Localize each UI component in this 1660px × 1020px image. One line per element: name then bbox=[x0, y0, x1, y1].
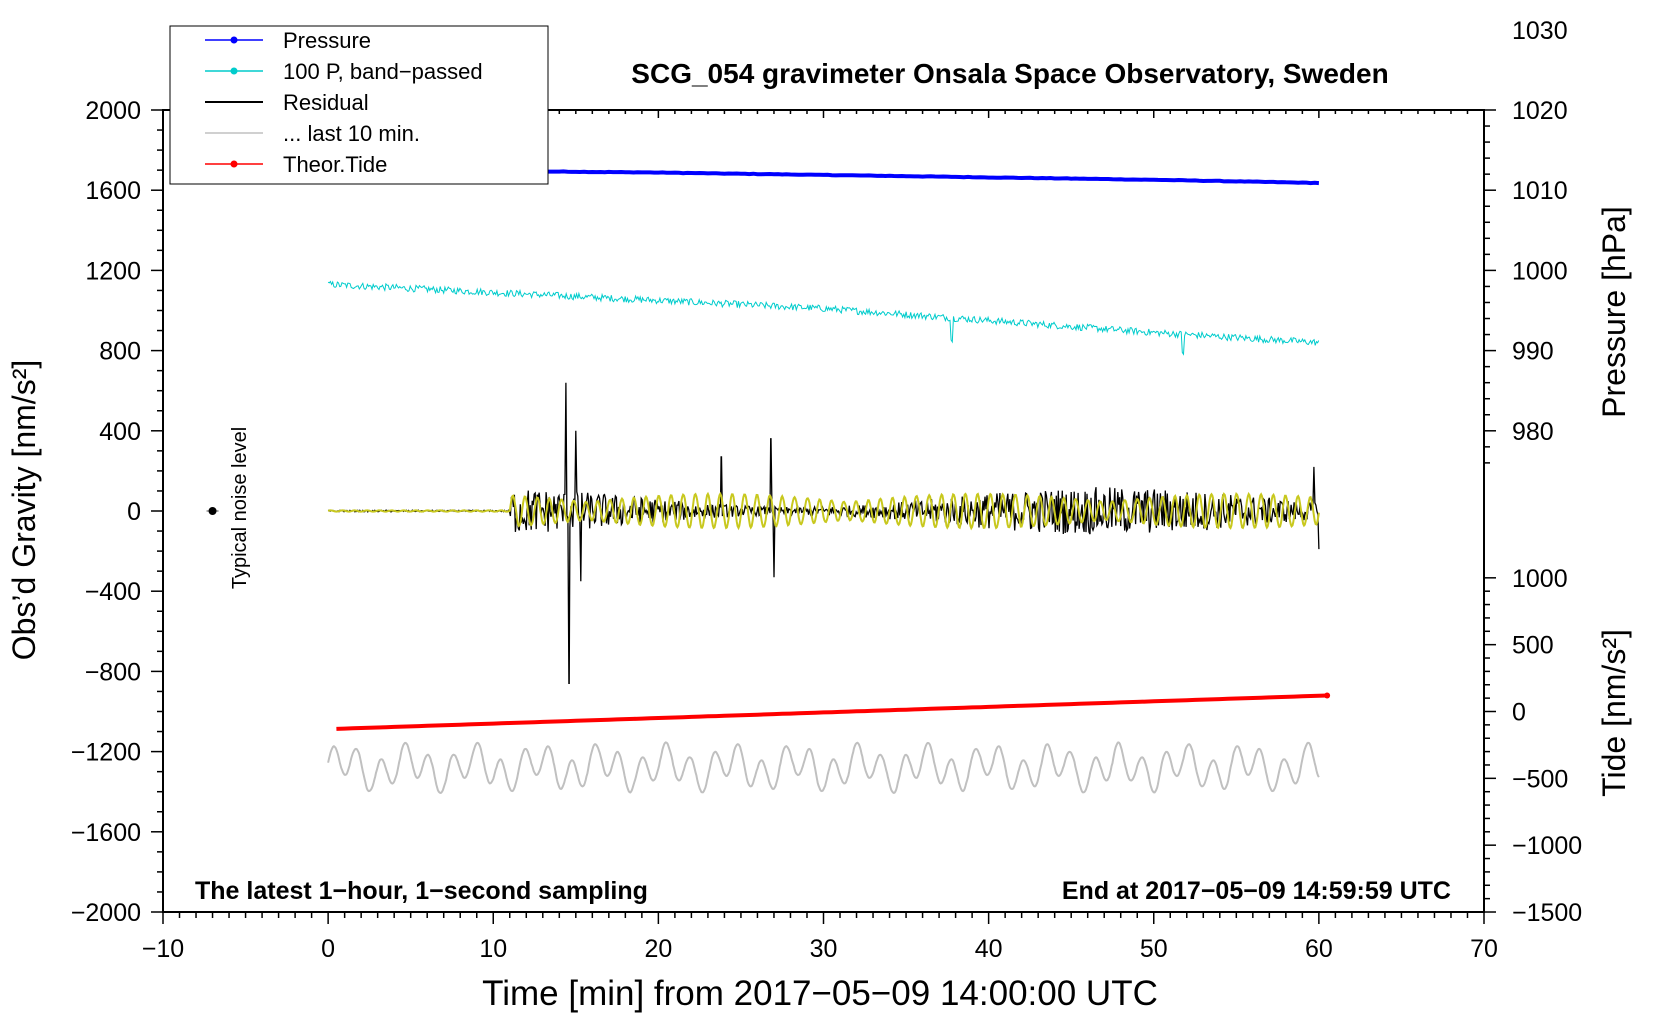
y-tick-label-left: −800 bbox=[85, 658, 141, 686]
tide-tick-label: −1500 bbox=[1512, 899, 1582, 927]
x-axis-label: Time [min] from 2017−05−09 14:00:00 UTC bbox=[482, 974, 1158, 1013]
legend-label: 100 P, band−passed bbox=[283, 59, 483, 84]
tide-tick-label: −500 bbox=[1512, 765, 1568, 793]
pressure-tick-label: 990 bbox=[1512, 338, 1554, 366]
series-layer bbox=[206, 167, 1331, 794]
pressure-tick-label: 1020 bbox=[1512, 97, 1568, 125]
legend-label: Theor.Tide bbox=[283, 152, 387, 177]
x-tick-label: −10 bbox=[142, 935, 184, 963]
y-tick-label-left: −400 bbox=[85, 578, 141, 606]
legend-label: ... last 10 min. bbox=[283, 121, 420, 146]
x-tick-label: 50 bbox=[1140, 935, 1168, 963]
x-tick-label: 70 bbox=[1470, 935, 1498, 963]
residual-filtered-line bbox=[327, 491, 1320, 531]
legend-label: Pressure bbox=[283, 28, 371, 53]
pressure-tick-label: 1030 bbox=[1512, 17, 1568, 45]
legend-marker bbox=[230, 36, 238, 44]
x-tick-label: 40 bbox=[975, 935, 1003, 963]
pressure-tick-label: 1010 bbox=[1512, 177, 1568, 205]
x-tick-label: 20 bbox=[644, 935, 672, 963]
noise-marker bbox=[208, 507, 217, 515]
legend-label: Residual bbox=[283, 90, 369, 115]
x-tick-label: 10 bbox=[479, 935, 507, 963]
bandpassed-pressure-line bbox=[327, 280, 1320, 356]
x-tick-label: 0 bbox=[321, 935, 335, 963]
y-tick-label-left: 1200 bbox=[85, 257, 141, 285]
y-axis-label-pressure: Pressure [hPa] bbox=[1596, 206, 1632, 418]
tide-tick-label: −1000 bbox=[1512, 832, 1582, 860]
chart-title: SCG_054 gravimeter Onsala Space Observat… bbox=[631, 58, 1388, 89]
y-tick-label-left: 1600 bbox=[85, 177, 141, 205]
y-tick-label-left: 800 bbox=[99, 338, 141, 366]
y-tick-label-left: −2000 bbox=[71, 899, 141, 927]
noise-level-label: Typical noise level bbox=[229, 427, 251, 589]
x-tick-label: 30 bbox=[810, 935, 838, 963]
tide-tick-label: 1000 bbox=[1512, 565, 1568, 593]
tide-tick-label: 0 bbox=[1512, 699, 1526, 727]
y-tick-label-left: −1600 bbox=[71, 819, 141, 847]
theoretical-tide-line bbox=[336, 693, 1328, 731]
pressure-tick-label: 980 bbox=[1512, 418, 1554, 446]
y-axis-label-tide: Tide [nm/s²] bbox=[1596, 629, 1632, 797]
axes-layer: −10 0 10 20 30 40 50 60 702000160012008004000−40… bbox=[71, 17, 1582, 963]
legend-box bbox=[169, 25, 549, 185]
tide-tick-label: 500 bbox=[1512, 632, 1554, 660]
legend: Pressure 100 P, band−passed Residual ... la… bbox=[169, 25, 549, 185]
pressure-tick-label: 1000 bbox=[1512, 257, 1568, 285]
y-tick-label-left: 2000 bbox=[85, 97, 141, 125]
tide-end-point bbox=[1324, 692, 1331, 699]
residual-line bbox=[327, 382, 1320, 685]
annotation-bottom-left: The latest 1−hour, 1−second sampling bbox=[195, 877, 648, 905]
last-10min-line bbox=[327, 741, 1320, 794]
y-tick-label-left: −1200 bbox=[71, 739, 141, 767]
annotation-bottom-right: End at 2017−05−09 14:59:59 UTC bbox=[1062, 877, 1451, 905]
x-tick-label: 60 bbox=[1305, 935, 1333, 963]
y-tick-label-left: 400 bbox=[99, 418, 141, 446]
y-tick-label-left: 0 bbox=[127, 498, 141, 526]
legend-marker bbox=[230, 160, 238, 168]
legend-marker bbox=[230, 67, 238, 75]
y-axis-label-left: Obs’d Gravity [nm/s²] bbox=[6, 360, 42, 661]
